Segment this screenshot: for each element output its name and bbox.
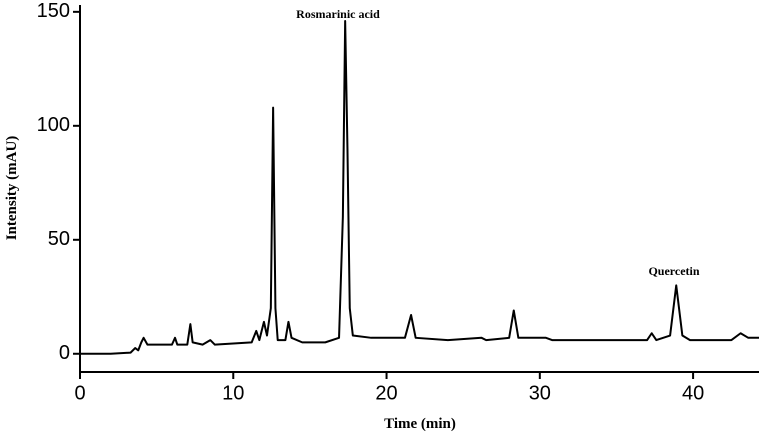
x-tick-label: 10 — [222, 382, 244, 404]
chromatogram-line — [80, 19, 759, 355]
peak-annotation: Rosmarinic acid — [296, 7, 380, 21]
y-tick-label: 150 — [37, 0, 70, 22]
peak-annotation: Quercetin — [648, 264, 699, 278]
y-axis-label: Intensity (mAU) — [4, 136, 20, 241]
y-tick-label: 100 — [37, 114, 70, 136]
x-tick-label: 0 — [74, 382, 85, 404]
x-tick-label: 40 — [682, 382, 704, 404]
y-tick-label: 50 — [48, 228, 70, 250]
x-axis-label: Time (min) — [384, 416, 456, 432]
y-tick-label: 0 — [59, 342, 70, 364]
x-tick-label: 30 — [529, 382, 551, 404]
x-tick-label: 20 — [375, 382, 397, 404]
